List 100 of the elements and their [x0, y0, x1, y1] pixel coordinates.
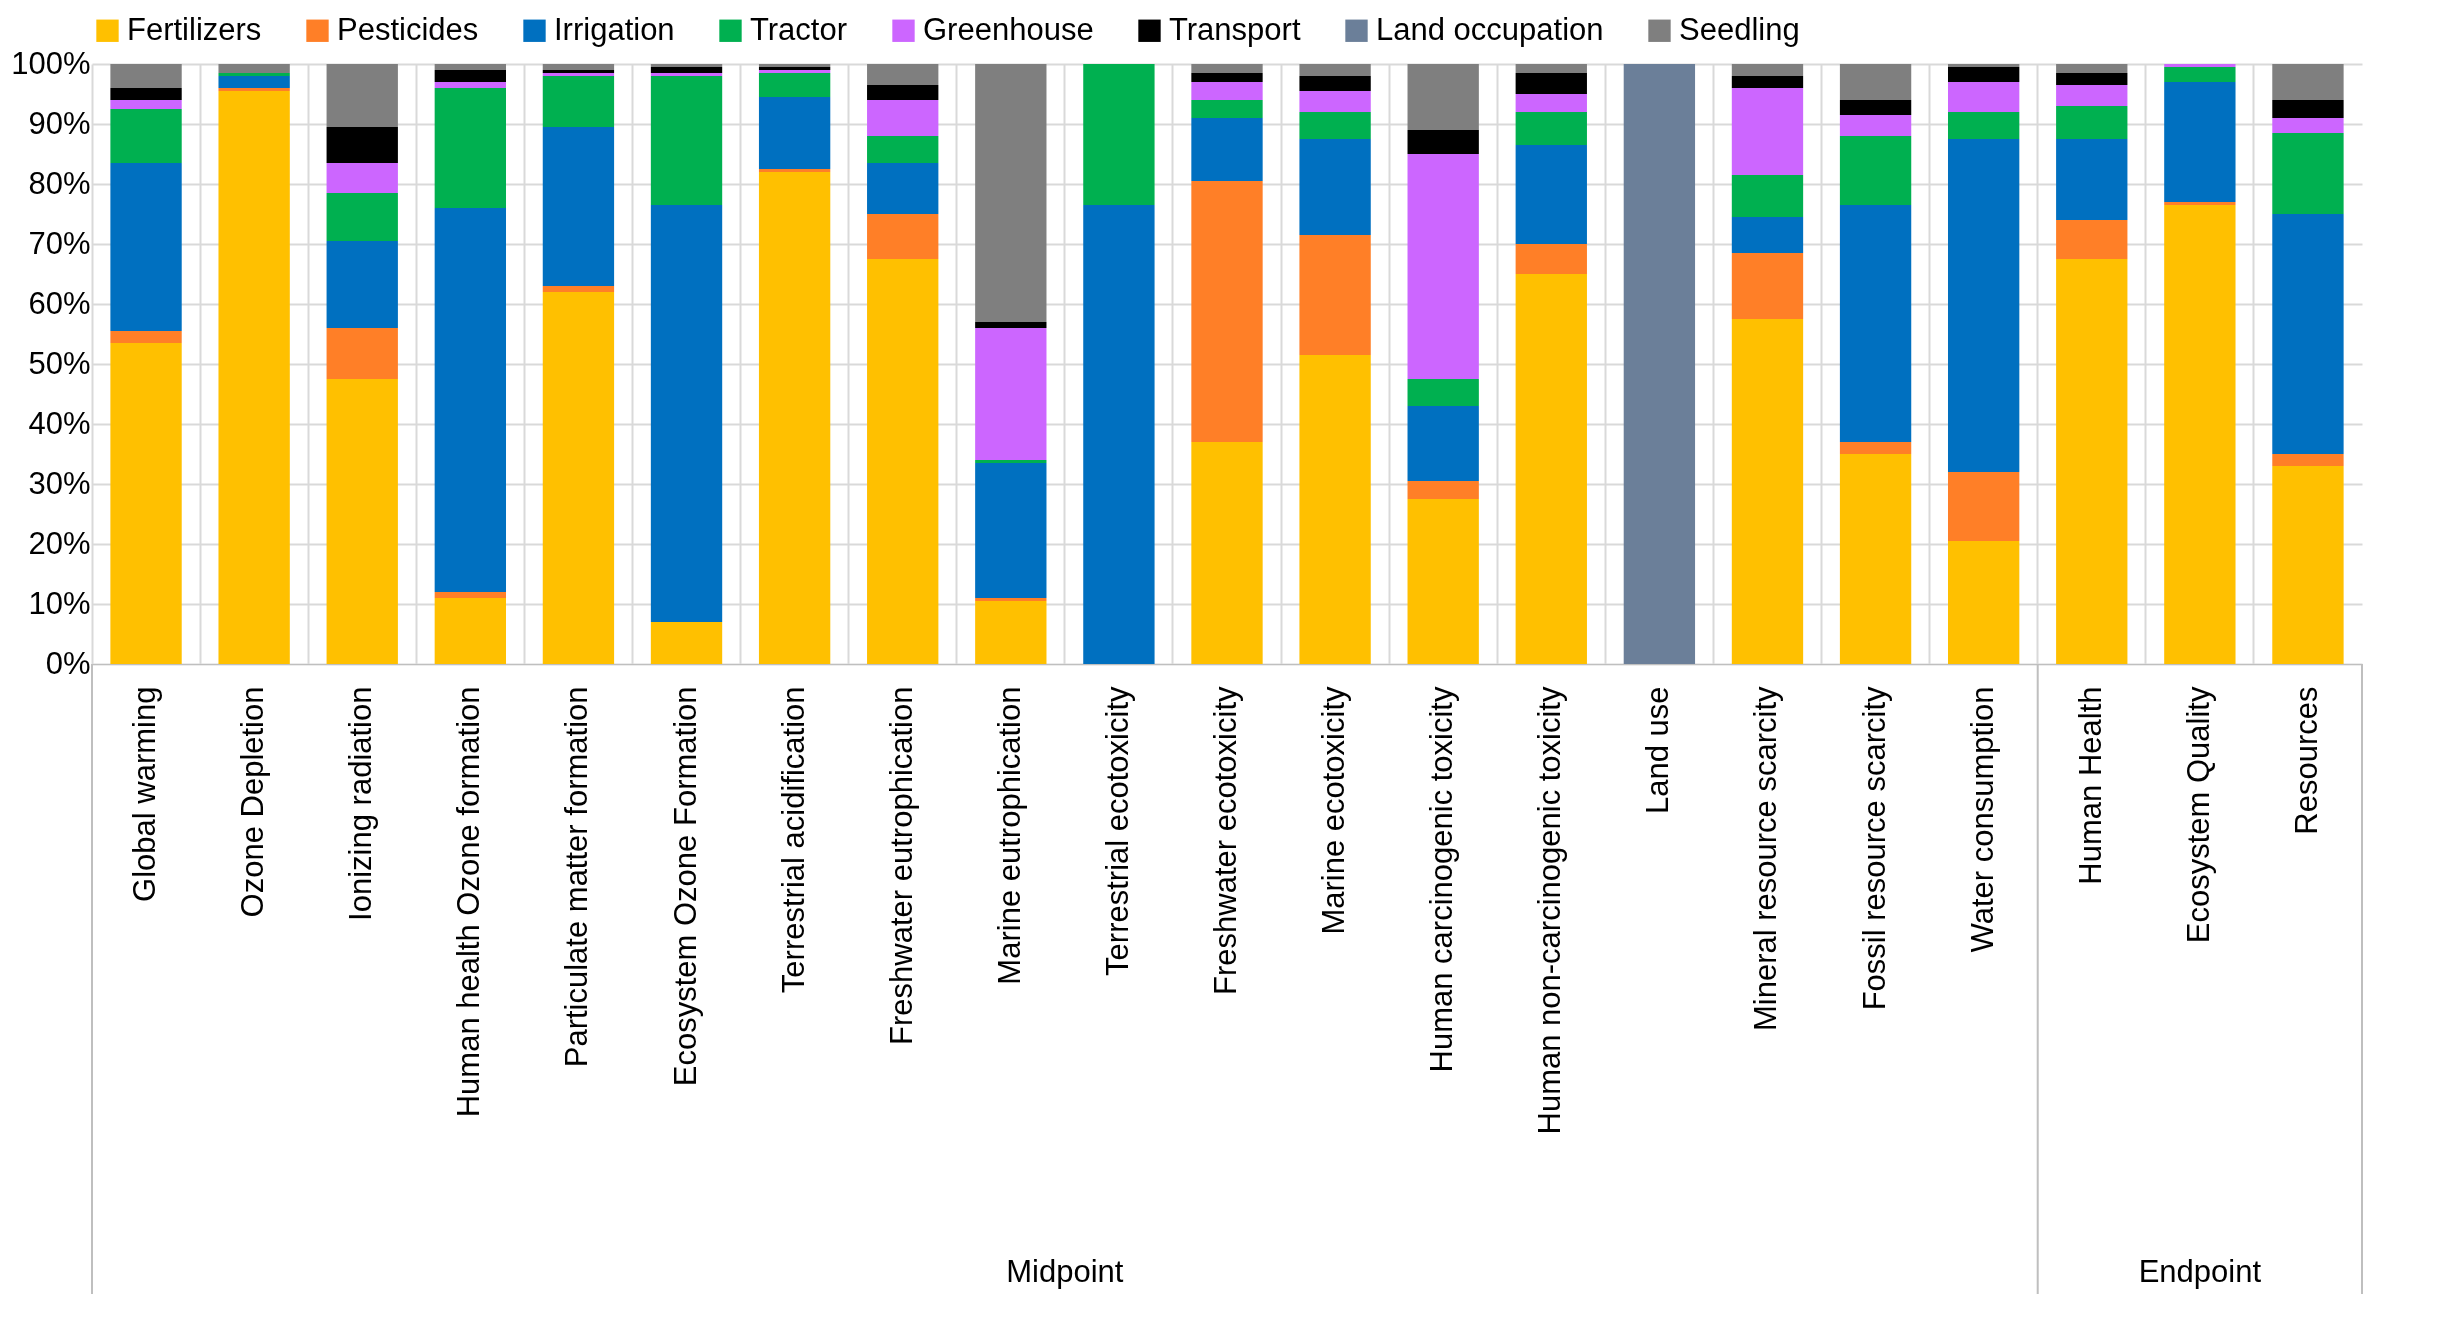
bar [1515, 244, 1587, 274]
bar [867, 214, 939, 259]
x-tick-label: Ecosystem Quality [2180, 686, 2216, 944]
bar [326, 379, 398, 664]
bar [434, 70, 506, 82]
bar [218, 76, 290, 88]
bar [2056, 259, 2128, 664]
x-tick-label: Mineral resource scarcity [1748, 686, 1784, 1032]
y-tick-label: 70% [28, 225, 91, 261]
bar [1839, 205, 1912, 442]
bar [1407, 64, 1479, 130]
bar [542, 286, 615, 292]
bar [2272, 466, 2344, 664]
x-tick-label: Freshwater ecotoxicity [1208, 686, 1243, 995]
bar [758, 172, 831, 664]
bar [218, 91, 290, 664]
bar [218, 88, 290, 91]
bar [867, 100, 939, 136]
bar [434, 592, 506, 598]
bar [2056, 139, 2128, 220]
bar [2164, 205, 2236, 664]
bar [542, 64, 615, 70]
bar [326, 193, 398, 241]
bar [434, 64, 506, 70]
bar [650, 67, 723, 73]
bar [1299, 64, 1371, 76]
y-tick-label: 10% [28, 585, 91, 621]
bar [975, 64, 1047, 322]
bar [1731, 175, 1804, 217]
bar [975, 460, 1047, 463]
bar [326, 127, 398, 163]
bar [1731, 76, 1804, 88]
legend-label: Fertilizers [127, 11, 262, 47]
bar [650, 76, 723, 205]
bar [1407, 499, 1479, 664]
bar [1407, 406, 1479, 481]
bar [110, 109, 182, 163]
bar [434, 82, 506, 88]
y-tick-label: 80% [28, 165, 91, 201]
bar [1839, 442, 1912, 454]
bar [2272, 214, 2344, 454]
bar [326, 64, 398, 127]
bar [758, 169, 831, 172]
bar [434, 598, 506, 664]
bar [434, 208, 506, 592]
bar [1948, 541, 2020, 664]
bar [1191, 181, 1263, 442]
bar [975, 598, 1047, 601]
bar [975, 328, 1047, 460]
legend-label: Pesticides [337, 11, 479, 47]
bar [1191, 100, 1263, 118]
x-tick-label: Resources [2288, 686, 2324, 835]
x-tick-label: Water consumption [1964, 686, 2000, 953]
bar [1191, 64, 1263, 73]
bar [110, 64, 182, 88]
y-tick-label: 40% [28, 405, 91, 441]
bar [1515, 73, 1587, 94]
bar [110, 88, 182, 100]
bar [867, 85, 939, 100]
bar [1839, 100, 1912, 115]
bar [326, 163, 398, 193]
x-tick-label: Human carcinogenic toxicity [1424, 686, 1460, 1073]
bar [1948, 139, 2020, 472]
x-tick-label: Ionizing radiation [343, 686, 379, 921]
bar [1623, 64, 1696, 664]
x-tick-label: Ecosystem Ozone Formation [667, 686, 703, 1087]
legend-label: Greenhouse [923, 11, 1094, 47]
bar [867, 259, 939, 664]
x-tick-label: Marine ecotoxicity [1316, 686, 1352, 935]
bar [758, 97, 831, 169]
x-tick-label: Fossil resource scarcity [1856, 686, 1892, 1011]
bar [1407, 481, 1479, 499]
legend-label: Irrigation [554, 11, 675, 47]
bar [1515, 94, 1587, 112]
bar [1948, 64, 2020, 67]
y-tick-label: 20% [28, 525, 91, 561]
bar [1948, 67, 2020, 82]
bar [1299, 76, 1371, 91]
bar [2272, 100, 2344, 118]
bar [1299, 112, 1371, 139]
bar [1515, 64, 1587, 73]
bar [1299, 355, 1371, 664]
bar [867, 136, 939, 163]
bar [1839, 136, 1912, 205]
bar [218, 64, 290, 73]
bar [110, 100, 182, 109]
bar [1731, 88, 1804, 175]
bar [1299, 91, 1371, 112]
bar [1191, 82, 1263, 100]
bar [2056, 106, 2128, 139]
bar [867, 64, 939, 85]
x-tick-label: Land use [1640, 686, 1676, 815]
bar [650, 622, 723, 664]
bar [1948, 82, 2020, 112]
bar [758, 73, 831, 97]
y-tick-label: 90% [28, 105, 91, 141]
bar [1407, 379, 1479, 406]
x-tick-label: Ozone Depletion [235, 686, 271, 918]
bar [1515, 145, 1587, 244]
bar [542, 292, 615, 664]
